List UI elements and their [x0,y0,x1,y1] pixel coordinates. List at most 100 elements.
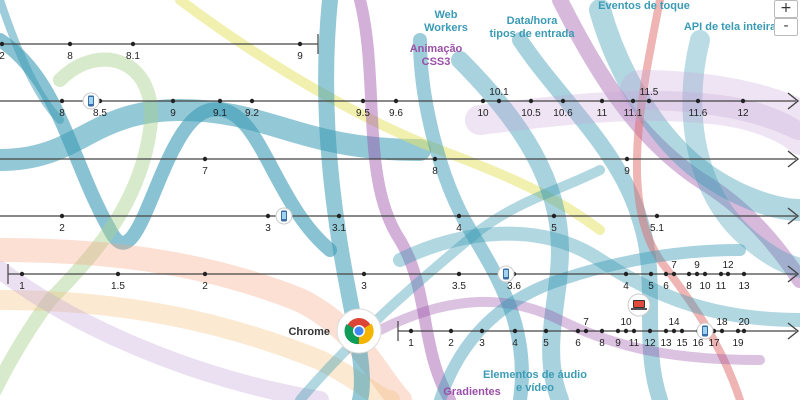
version-dot [599,328,605,334]
desktop-device-icon[interactable] [627,293,651,317]
feature-ribbon [451,51,570,400]
version-dot [647,328,653,334]
version-label: 2 [448,338,454,349]
version-dot [741,271,747,277]
version-dot [19,271,25,277]
axis-arrow [787,150,800,168]
chrome-icon [344,318,374,345]
version-dot [671,328,677,334]
version-label: 10.6 [553,108,573,119]
zoom-out-button[interactable]: - [774,18,798,36]
version-label: 12 [722,260,734,271]
feature-label: Animação CSS3 [410,43,463,68]
version-label: 3 [479,338,485,349]
version-dot [528,98,534,104]
chrome-badge[interactable]: Chrome [288,308,382,354]
feature-ribbon [620,70,800,140]
version-label: 7 [671,260,677,271]
version-label: 7 [583,317,589,328]
feature-label: Eventos de toque [598,0,690,12]
version-dot [648,271,654,277]
version-dot [735,328,741,334]
version-dot [543,328,549,334]
version-dot [265,213,271,219]
feature-ribbon [354,0,456,400]
version-label: 10.5 [521,108,541,119]
feature-ribbon [632,0,744,400]
feature-label: Data/hora tipos de entrada [490,15,576,40]
feature-ribbon [589,0,800,221]
version-dot [551,213,557,219]
feature-label: Web Workers [424,9,468,34]
version-label: 19 [732,338,744,349]
version-label: 8 [686,281,692,292]
version-dot [480,98,486,104]
version-dot [115,271,121,277]
zoom-in-button[interactable]: + [774,0,798,18]
version-label: 17 [708,338,720,349]
version-label: 18 [716,317,728,328]
version-dot [432,156,438,162]
feature-label: Elementos de áudio e vídeo [483,369,587,394]
version-label: 10 [620,317,632,328]
version-label: 4 [623,281,629,292]
mobile-device-icon[interactable] [497,265,515,283]
version-label: 7 [202,166,208,177]
version-dot [740,98,746,104]
feature-ribbon [434,244,746,400]
version-label: 9.6 [389,108,403,119]
version-label: 11 [597,108,608,119]
version-label: 13 [660,338,672,349]
version-dot [170,98,176,104]
version-label: 5 [543,338,549,349]
browser-axis: 2 3 3.1 4 5 5.1 [0,207,800,234]
version-label: 10.1 [489,87,509,98]
version-dot [0,41,5,47]
version-dot [560,98,566,104]
version-label: 10 [699,281,711,292]
version-dot [702,271,708,277]
version-label: 3.6 [507,281,521,292]
version-dot [631,328,637,334]
version-dot [217,98,223,104]
mobile-device-icon[interactable] [275,207,293,225]
feature-label: Gradientes [443,386,500,398]
version-dot [448,328,454,334]
version-label: 16 [692,338,704,349]
feature-ribbon [465,90,800,155]
version-dot [456,271,462,277]
chrome-label: Chrome [288,326,330,338]
version-label: 9.5 [356,108,370,119]
version-dot [202,271,208,277]
feature-ribbon [318,0,370,400]
version-dot [663,328,669,334]
version-label: 6 [663,281,669,292]
version-label: 8 [599,338,605,349]
mobile-device-icon[interactable] [82,92,100,110]
version-label: 10 [477,108,489,119]
feature-ribbon [393,226,800,327]
version-dot [67,41,73,47]
feature-ribbon [0,52,159,396]
version-label: 3 [361,281,367,292]
version-dot [725,271,731,277]
version-dot [408,328,414,334]
version-dot [671,271,677,277]
version-label: 11 [629,338,640,349]
version-dot [623,271,629,277]
feature-label: API de tela inteira [684,21,777,33]
version-dot [479,328,485,334]
version-dot [741,328,747,334]
version-label: 9 [615,338,621,349]
version-label: 4 [512,338,518,349]
version-dot [336,213,342,219]
version-dot [393,98,399,104]
feature-ribbon [682,30,800,279]
mobile-device-icon[interactable] [696,322,714,340]
version-label: 5 [551,223,557,234]
